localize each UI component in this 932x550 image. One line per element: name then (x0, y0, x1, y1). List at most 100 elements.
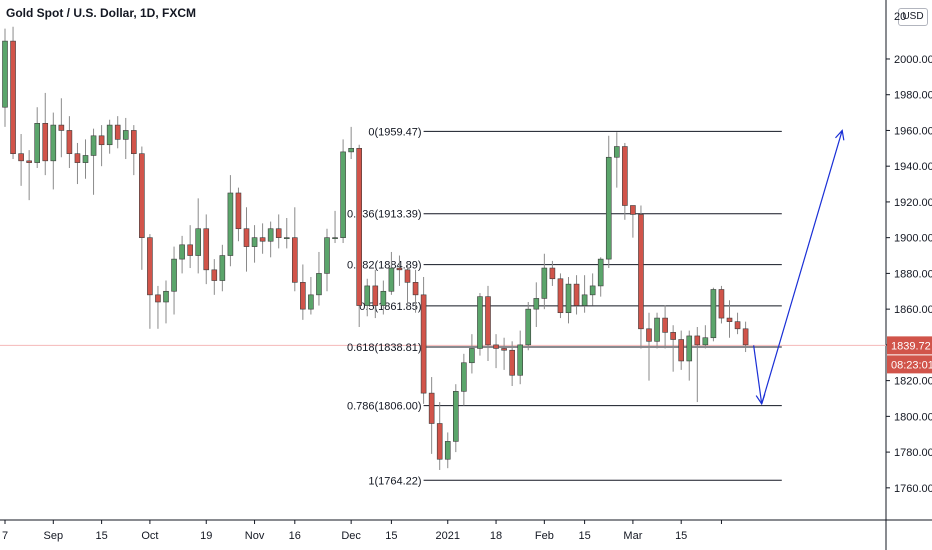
candle-body (235, 192, 242, 230)
price-tick-label: 1800.00 (894, 411, 932, 423)
candle-body (283, 237, 290, 239)
time-tick-label: Oct (141, 530, 158, 542)
candle-body (493, 344, 499, 349)
arrow-up-icon (835, 129, 845, 141)
candle-body (122, 130, 129, 140)
candle-body (662, 317, 668, 333)
candle-body (332, 237, 338, 239)
price-tick-label: 2000.00 (894, 54, 932, 66)
candle-body (557, 278, 564, 314)
price-tick-label: 1960.00 (894, 125, 932, 137)
candle-body (613, 146, 620, 158)
candle-body (517, 344, 524, 376)
candle-body (396, 267, 403, 271)
time-tick-label: Mar (623, 530, 642, 542)
time-tick-label: 15 (578, 530, 590, 542)
candle-body (131, 130, 137, 154)
candle-body (630, 205, 636, 215)
candle-body (533, 298, 540, 310)
candle-body (469, 348, 475, 364)
candle-body (364, 285, 371, 306)
candle-body (420, 294, 427, 394)
price-tick-label: 20 (894, 11, 906, 23)
candle-body (589, 285, 596, 296)
candle-body (412, 282, 419, 296)
candle-body (187, 244, 193, 256)
candle-body (74, 153, 81, 163)
candle-body (605, 156, 612, 260)
candle-body (565, 283, 572, 314)
candle-body (106, 124, 113, 146)
current-price-tag-label: 1839.72 (891, 340, 931, 352)
price-tick-label: 1820.00 (894, 376, 932, 388)
price-tick-label: 1980.00 (894, 90, 932, 102)
current-price-tag (887, 336, 932, 355)
time-tick-label: 18 (490, 530, 502, 542)
candle-body (58, 124, 65, 131)
candle-body (654, 317, 660, 342)
candle-body (686, 335, 693, 362)
candle-body (356, 148, 363, 306)
time-tick-label: 15 (385, 530, 397, 542)
candle-body (316, 273, 322, 296)
candle-body (179, 244, 185, 260)
candle-body (622, 146, 628, 206)
candle-body (710, 289, 717, 339)
candle-body (98, 135, 105, 146)
candle-body (541, 267, 548, 299)
candle-body (734, 321, 741, 330)
projection-arrow-line (761, 130, 843, 405)
candle-body (275, 228, 282, 238)
candle-body (452, 391, 459, 442)
candle-body (404, 269, 411, 283)
candle-body (702, 337, 709, 346)
price-tick-label: 1860.00 (894, 304, 932, 316)
candle-body (525, 308, 532, 346)
candle-body (718, 289, 725, 319)
time-tick-label: 19 (200, 530, 212, 542)
candle-body (163, 290, 169, 303)
candle-body (171, 258, 177, 292)
candle-body (597, 258, 604, 287)
time-tick-label: 15 (675, 530, 687, 542)
candle-body (501, 348, 507, 351)
candle-body (444, 441, 451, 460)
countdown-tag-label: 08:23:01 (891, 359, 932, 371)
candle-body (324, 237, 330, 274)
time-tick-label: 16 (289, 530, 301, 542)
candle-body (372, 285, 379, 306)
candle-body (300, 282, 306, 310)
candle-body (211, 269, 218, 281)
price-tick-label: 1900.00 (894, 233, 932, 245)
candle-body (380, 290, 387, 306)
time-tick-label: Nov (245, 530, 265, 542)
candle-body (581, 294, 588, 306)
candle-body (348, 148, 354, 153)
candle-body (139, 153, 145, 238)
candle-body (219, 255, 226, 281)
fib-level-label: 1(1764.22) (368, 475, 421, 487)
candle-body (477, 296, 483, 349)
candle-body (195, 228, 201, 256)
candle-body (646, 328, 652, 342)
candle-body (638, 214, 644, 330)
time-tick-label: 2021 (436, 530, 460, 542)
candle-body (243, 228, 250, 247)
time-tick-label: Sep (44, 530, 64, 542)
candle-body (90, 135, 97, 156)
candle-body (678, 339, 685, 362)
candle-body (291, 237, 298, 283)
price-tick-label: 1920.00 (894, 197, 932, 209)
candle-body (461, 362, 467, 392)
candle-body (509, 349, 515, 376)
price-tick-label: 1780.00 (894, 447, 932, 459)
candle-body (259, 237, 266, 242)
fib-level-label: 0(1959.47) (368, 126, 421, 138)
price-tick-label: 1940.00 (894, 161, 932, 173)
candle-body (267, 228, 274, 242)
candle-body (34, 122, 41, 163)
projection-arrow-line (753, 345, 763, 404)
currency-button[interactable]: USD (898, 8, 928, 26)
fib-level-label: 0.618(1838.81) (347, 342, 422, 354)
